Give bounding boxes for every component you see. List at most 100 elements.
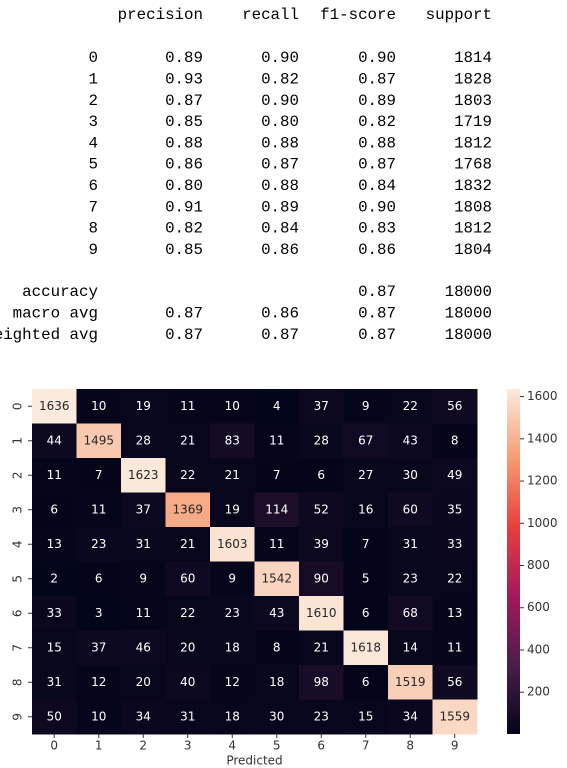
cell-label: 7 [95, 468, 103, 482]
cell [388, 561, 433, 597]
cell [76, 561, 122, 597]
colorbar-tick-label: 200 [527, 685, 550, 699]
cell-label: 37 [314, 399, 329, 413]
cell: 1812 [454, 134, 492, 152]
cell: 0.86 [261, 304, 299, 322]
cell [165, 389, 211, 424]
cell: 1804 [454, 241, 492, 259]
cell [388, 492, 433, 528]
row-label: 9 [89, 241, 98, 259]
y-tick-label: 9 [11, 713, 25, 721]
cell-label: 27 [358, 468, 373, 482]
cell-label: 11 [447, 640, 462, 654]
row-label: macro avg [13, 304, 98, 322]
cell [254, 389, 300, 424]
cell-label: 1519 [395, 675, 426, 689]
cell [299, 527, 344, 562]
y-tick-label: 2 [11, 471, 25, 479]
cell [210, 596, 255, 631]
cell-label: 21 [314, 640, 329, 654]
cell [299, 699, 344, 735]
cell [121, 389, 166, 424]
column-header: support [426, 6, 492, 24]
cell-label: 33 [47, 606, 62, 620]
cell [254, 630, 300, 666]
cell [32, 527, 77, 562]
y-tick-label: 7 [11, 644, 25, 652]
cell [299, 665, 344, 700]
colorbar-tick-label: 400 [527, 642, 550, 656]
cell-label: 9 [228, 571, 236, 585]
cell-label: 28 [136, 433, 151, 447]
cell [388, 527, 433, 562]
cell [121, 492, 166, 528]
cell [432, 699, 478, 735]
cell [432, 492, 478, 528]
cell-label: 52 [314, 502, 329, 516]
cell [76, 458, 122, 493]
cell: 0.85 [165, 113, 203, 131]
cell-label: 8 [273, 640, 281, 654]
cell [210, 389, 255, 424]
y-tick-label: 0 [11, 402, 25, 410]
cell: 1828 [454, 70, 492, 88]
cell [343, 458, 389, 493]
cell [254, 561, 300, 597]
cell-label: 11 [136, 606, 151, 620]
x-tick-label: 4 [228, 739, 236, 753]
cell-label: 6 [95, 571, 103, 585]
cell-label: 15 [358, 709, 373, 723]
cell-label: 10 [91, 399, 106, 413]
x-tick-label: 9 [451, 739, 459, 753]
cell-label: 2 [50, 571, 58, 585]
cell-label: 35 [447, 502, 462, 516]
cell [388, 423, 433, 459]
cell-label: 20 [136, 675, 151, 689]
cell-label: 21 [225, 468, 240, 482]
cell-label: 18 [225, 709, 240, 723]
cell-label: 1618 [350, 640, 381, 654]
cell [210, 527, 255, 562]
column-header: f1-score [320, 6, 396, 24]
x-tick-label: 7 [362, 739, 370, 753]
y-tick-label: 5 [11, 575, 25, 583]
cell-label: 43 [269, 606, 284, 620]
cell-label: 12 [225, 675, 240, 689]
cell [32, 630, 77, 666]
cell [32, 389, 77, 424]
cell [254, 596, 300, 631]
cell-label: 31 [47, 675, 62, 689]
cell [388, 389, 433, 424]
x-tick-label: 0 [50, 739, 58, 753]
cell-label: 7 [362, 537, 370, 551]
colorbar-tick-label: 1200 [527, 474, 558, 488]
cell [165, 665, 211, 700]
row-label: accuracy [22, 283, 98, 301]
cell: 0.82 [165, 220, 203, 238]
cell-label: 16 [358, 502, 373, 516]
cell [165, 596, 211, 631]
column-header: precision [118, 6, 203, 24]
cell [76, 527, 122, 562]
cell [76, 630, 122, 666]
cell: 0.87 [358, 70, 396, 88]
cell-label: 19 [225, 502, 240, 516]
cell-label: 11 [269, 433, 284, 447]
classification-report: precision recall f1-score support 0 0.89 0.90 0… [0, 6, 492, 344]
cell: 0.84 [261, 220, 299, 238]
cell-label: 37 [136, 502, 151, 516]
cell: 0.87 [358, 283, 396, 301]
cell-label: 8 [451, 433, 459, 447]
cell-label: 46 [136, 640, 151, 654]
cell: 0.93 [165, 70, 203, 88]
cell: 0.82 [261, 70, 299, 88]
cell [254, 492, 300, 528]
cell [76, 492, 122, 528]
colorbar-tick-label: 600 [527, 600, 550, 614]
cell-label: 3 [95, 606, 103, 620]
cell-label: 68 [403, 606, 418, 620]
cell [76, 389, 122, 424]
cell-label: 83 [225, 433, 240, 447]
colorbar-tick-label: 1000 [527, 516, 558, 530]
